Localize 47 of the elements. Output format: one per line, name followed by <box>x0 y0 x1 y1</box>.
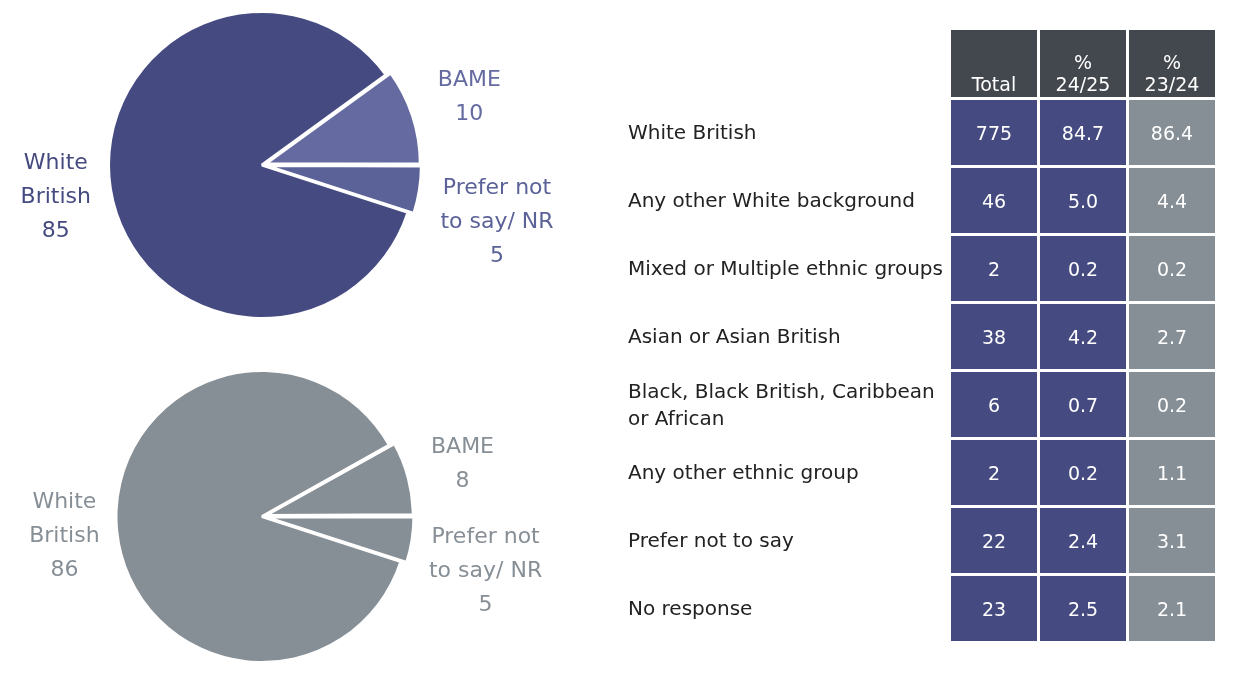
slice-label: BAME <box>437 66 501 92</box>
slice-label: Prefer not to say/ NR <box>428 523 543 583</box>
data-label: 5 <box>478 591 493 617</box>
category-label: Black, Black British, Caribbean or African <box>627 377 936 432</box>
data-label: 775 <box>951 100 1037 165</box>
category-label: Any other White background <box>627 187 916 214</box>
category-label: Any other ethnic group <box>627 459 860 486</box>
data-label: 4.4 <box>1129 168 1215 233</box>
data-label: 0.2 <box>1129 236 1215 301</box>
data-label: 6 <box>951 372 1037 437</box>
data-label: 0.7 <box>1040 372 1126 437</box>
series-label: Total <box>971 73 1017 95</box>
data-label: 85 <box>41 217 70 243</box>
data-label: 0.2 <box>1040 440 1126 505</box>
data-label: 2.1 <box>1129 576 1215 641</box>
data-label: 2.7 <box>1129 304 1215 369</box>
series-label: % 24/25 <box>1055 51 1111 95</box>
data-label: 84.7 <box>1040 100 1126 165</box>
category-label: Prefer not to say <box>627 527 795 554</box>
data-label: 86 <box>50 555 79 581</box>
slice-label: White British <box>29 487 100 547</box>
series-label: % 23/24 <box>1144 51 1200 95</box>
data-label: 8 <box>455 466 470 492</box>
data-label: 86.4 <box>1129 100 1215 165</box>
slice-label: Prefer not to say/ NR <box>440 173 554 233</box>
data-label: 0.2 <box>1129 372 1215 437</box>
slice-label: White British <box>20 149 92 209</box>
data-label: 5.0 <box>1040 168 1126 233</box>
data-label: 3.1 <box>1129 508 1215 573</box>
data-label: 1.1 <box>1129 440 1215 505</box>
data-label: 10 <box>455 100 484 126</box>
data-label: 5 <box>490 241 504 267</box>
data-label: 4.2 <box>1040 304 1126 369</box>
category-label: White British <box>627 119 758 146</box>
category-label: No response <box>627 595 754 622</box>
category-label: Mixed or Multiple ethnic groups <box>627 255 944 282</box>
data-label: 22 <box>951 508 1037 573</box>
data-label: 0.2 <box>1040 236 1126 301</box>
data-label: 46 <box>951 168 1037 233</box>
category-label: Asian or Asian British <box>627 323 842 350</box>
slice-label: BAME <box>430 432 495 458</box>
data-label: 38 <box>951 304 1037 369</box>
data-label: 2 <box>951 236 1037 301</box>
data-label: 23 <box>951 576 1037 641</box>
data-label: 2.5 <box>1040 576 1126 641</box>
data-label: 2.4 <box>1040 508 1126 573</box>
data-label: 2 <box>951 440 1037 505</box>
